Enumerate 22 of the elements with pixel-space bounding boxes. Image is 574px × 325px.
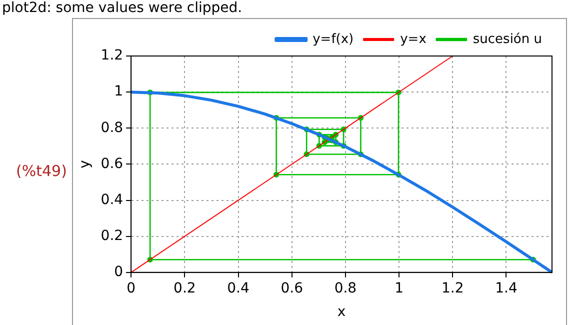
y-tick-label: 1.2 — [100, 48, 124, 64]
y-tick-label: 0.2 — [100, 228, 124, 244]
y-tick-label: 0.6 — [100, 156, 124, 172]
legend-label: y=f(x) — [312, 32, 354, 47]
x-axis-title: x — [337, 304, 346, 320]
x-tick-label: 1.2 — [442, 280, 464, 296]
y-tick-label: 0 — [114, 264, 124, 280]
text: (%t49) — [16, 162, 67, 180]
text: plot2d: some values were clipped. — [2, 0, 242, 16]
y-tick-label: 1 — [114, 84, 124, 100]
legend-label: y=x — [400, 32, 427, 47]
y-tick-label: 0.8 — [100, 120, 124, 136]
x-tick-label: 0.6 — [280, 280, 304, 296]
y-axis-title: y — [77, 160, 94, 168]
legend-label: sucesión u — [472, 32, 542, 47]
y-tick-label: 0.4 — [100, 192, 124, 208]
x-tick-label: 0 — [126, 280, 136, 296]
x-tick-label: 0.4 — [227, 280, 250, 296]
x-tick-label: 0.8 — [334, 280, 357, 296]
x-tick-label: 1.4 — [495, 280, 518, 296]
x-tick-label: 0.2 — [174, 280, 196, 296]
x-tick-label: 1 — [394, 280, 404, 296]
